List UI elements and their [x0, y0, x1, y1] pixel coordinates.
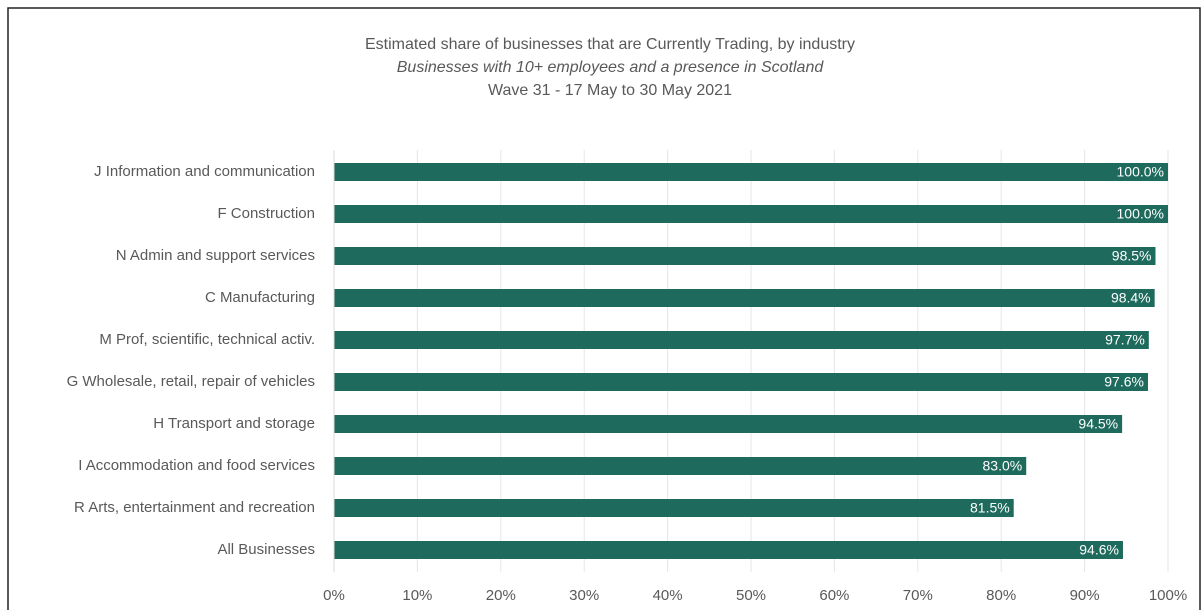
bar — [334, 205, 1168, 223]
x-tick-label: 30% — [569, 587, 599, 604]
bar — [334, 163, 1168, 181]
value-label: 94.5% — [1078, 416, 1118, 432]
bar — [334, 457, 1027, 475]
chart-subtitle: Businesses with 10+ employees and a pres… — [397, 59, 825, 76]
value-label: 97.6% — [1104, 374, 1144, 390]
x-tick-label: 90% — [1070, 587, 1100, 604]
y-tick-label: All Businesses — [217, 541, 315, 558]
bar — [334, 247, 1156, 265]
value-label: 100.0% — [1117, 164, 1164, 180]
frame — [7, 7, 1201, 610]
x-tick-label: 60% — [819, 587, 849, 604]
y-tick-label: J Information and communication — [94, 163, 315, 180]
x-tick-label: 100% — [1149, 587, 1187, 604]
value-label: 97.7% — [1105, 332, 1145, 348]
value-label: 100.0% — [1117, 206, 1164, 222]
y-tick-label: H Transport and storage — [153, 415, 315, 432]
x-tick-label: 0% — [323, 587, 345, 604]
chart-title: Estimated share of businesses that are C… — [365, 36, 855, 53]
x-tick-label: 10% — [402, 587, 432, 604]
bar — [334, 331, 1149, 349]
value-label: 83.0% — [983, 458, 1023, 474]
x-tick-label: 80% — [986, 587, 1016, 604]
bar — [334, 289, 1155, 307]
bar — [334, 373, 1148, 391]
y-tick-label: G Wholesale, retail, repair of vehicles — [67, 373, 315, 390]
x-tick-label: 50% — [736, 587, 766, 604]
x-tick-label: 40% — [653, 587, 683, 604]
bar — [334, 541, 1123, 559]
value-label: 94.6% — [1079, 542, 1119, 558]
y-tick-label: N Admin and support services — [116, 247, 315, 264]
value-label: 98.5% — [1112, 248, 1152, 264]
y-tick-label: R Arts, entertainment and recreation — [74, 499, 315, 516]
value-label: 98.4% — [1111, 290, 1151, 306]
y-tick-label: I Accommodation and food services — [78, 457, 315, 474]
bar — [334, 499, 1014, 517]
chart-subtitle: Wave 31 - 17 May to 30 May 2021 — [488, 82, 732, 99]
y-tick-label: C Manufacturing — [205, 289, 315, 306]
bar — [334, 415, 1123, 433]
y-tick-label: M Prof, scientific, technical activ. — [99, 331, 315, 348]
y-tick-label: F Construction — [217, 205, 315, 222]
x-tick-label: 20% — [486, 587, 516, 604]
value-label: 81.5% — [970, 500, 1010, 516]
x-tick-label: 70% — [903, 587, 933, 604]
